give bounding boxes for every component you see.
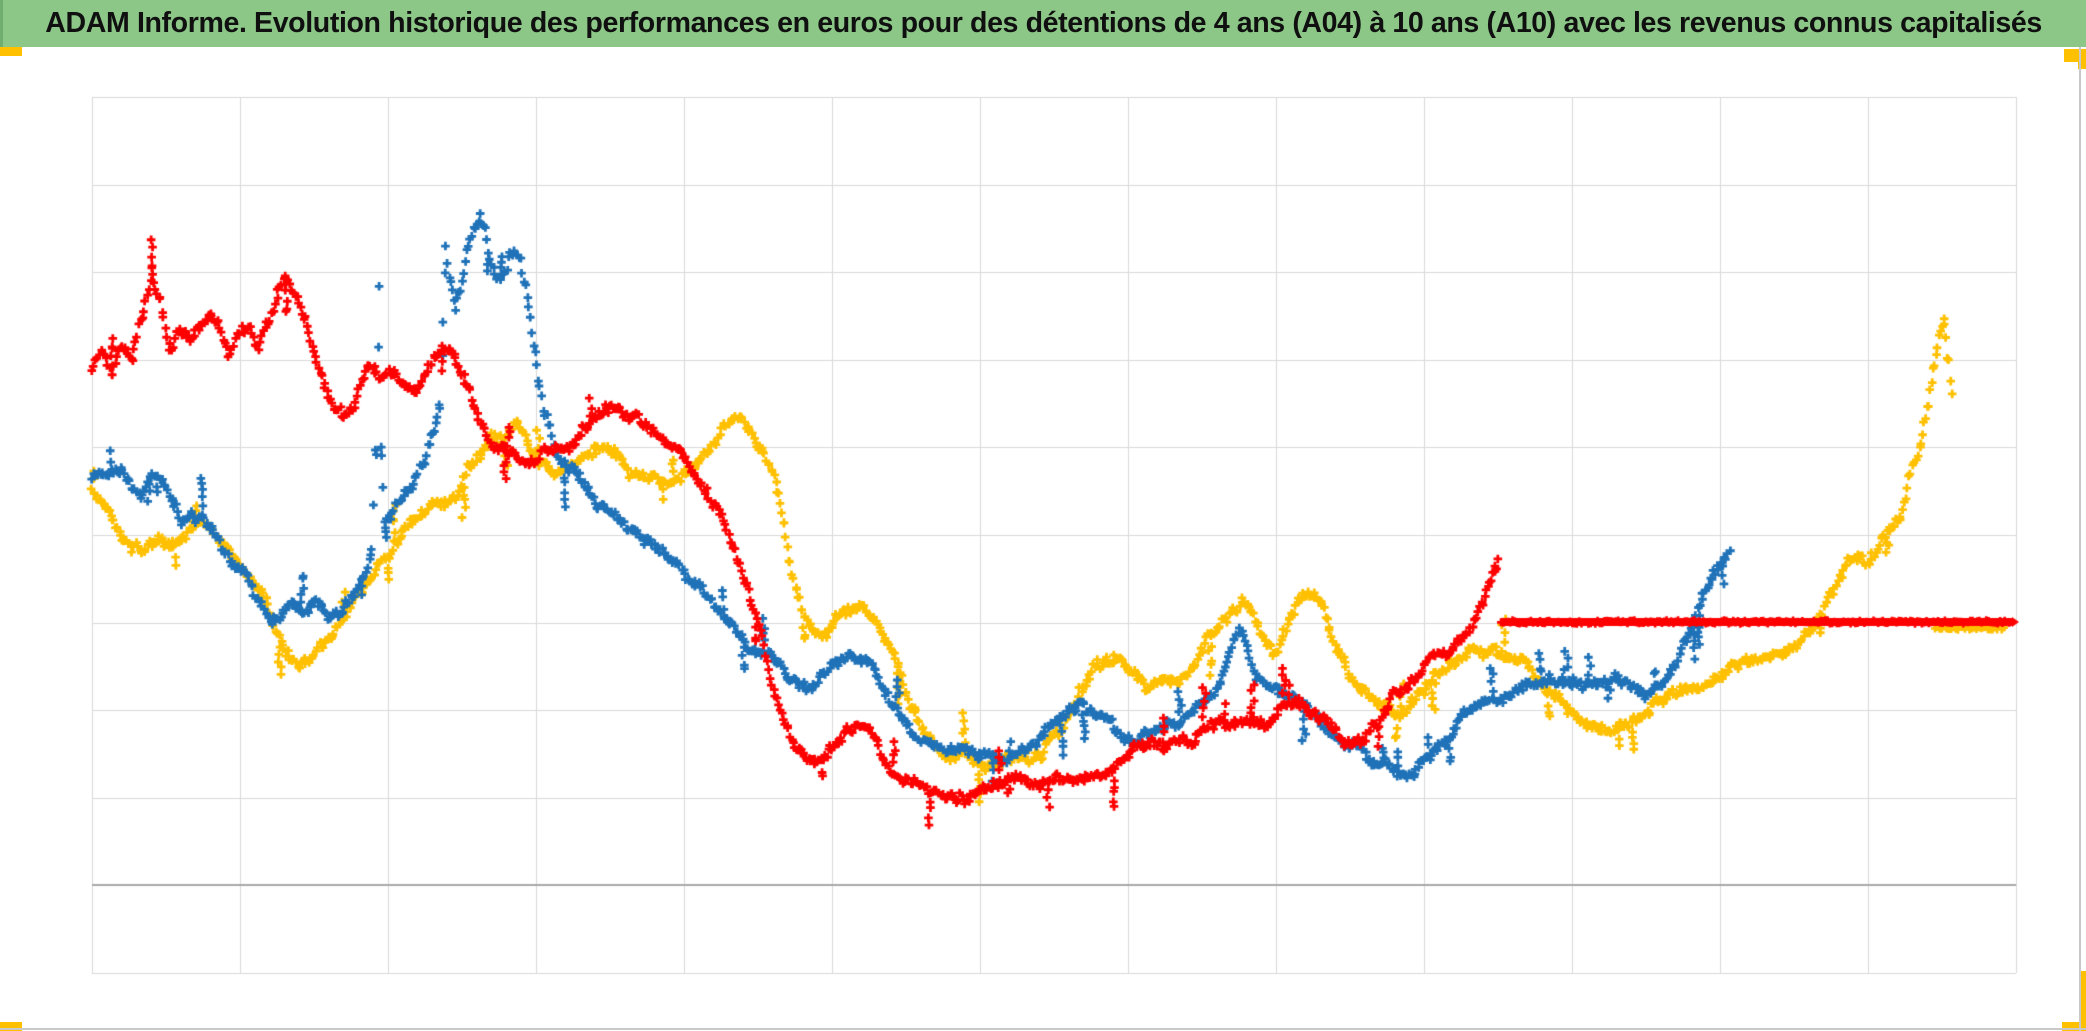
accent-top-left xyxy=(0,47,22,56)
accent-bottom-left xyxy=(0,1022,22,1031)
window-right-border xyxy=(2079,47,2081,1031)
title-bar-left-edge xyxy=(0,0,3,47)
window-bottom-border xyxy=(0,1028,2086,1030)
accent-bottom-right-h xyxy=(2062,1022,2086,1031)
title-bar: ADAM Informe. Evolution historique des p… xyxy=(0,0,2086,47)
page-title: ADAM Informe. Evolution historique des p… xyxy=(45,7,2042,39)
accent-bottom-right-v xyxy=(2079,971,2086,1031)
accent-top-right-v xyxy=(2078,49,2086,69)
